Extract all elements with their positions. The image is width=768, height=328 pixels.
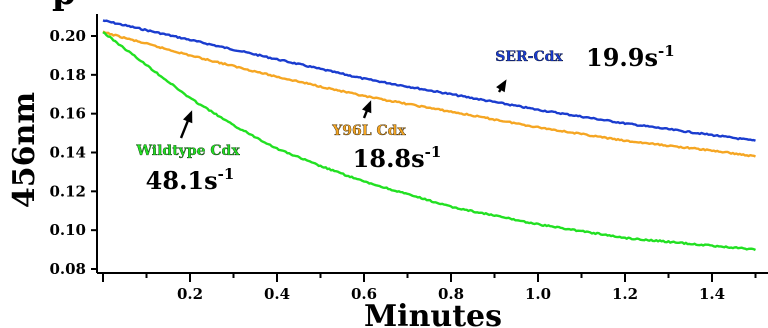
series-lines: [102, 19, 757, 252]
arrowhead-icon: [362, 100, 372, 114]
cropped-heading-fragment: p: [52, 0, 76, 13]
rate-constant-label: 19.9s-1: [586, 42, 675, 72]
rate-constant-label: 48.1s-1: [146, 165, 235, 195]
x-tick-label: 1.0: [525, 285, 551, 303]
series-line: [102, 31, 757, 252]
series-name-label: Wildtype Cdx: [135, 143, 240, 159]
y-tick-label: 0.20: [49, 27, 86, 45]
x-axis-title: Minutes: [364, 299, 502, 328]
x-tick-label: 0.4: [264, 285, 290, 303]
x-tick-label: 1.2: [612, 285, 638, 303]
y-axis-title: 456nm: [7, 92, 42, 208]
x-axis-ticks: 0.2 0.4 0.6 0.8 1.0 1.2 1.4: [102, 273, 757, 303]
series-name-label: Y96L Cdx: [331, 123, 406, 139]
x-tick-label: 1.4: [699, 285, 725, 303]
arrowhead-icon: [183, 110, 193, 124]
y-tick-label: 0.10: [49, 221, 86, 239]
y-tick-label: 0.18: [49, 66, 86, 84]
rate-constant-label: 18.8s-1: [353, 143, 442, 173]
y-tick-label: 0.14: [49, 144, 86, 162]
x-tick-label: 0.6: [351, 285, 377, 303]
y-tick-label: 0.08: [49, 260, 86, 278]
series-line: [102, 30, 756, 158]
arrowhead-icon: [496, 79, 507, 93]
y-axis-ticks: 0.08 0.10 0.12 0.14 0.16 0.18 0.20: [49, 27, 97, 278]
x-tick-label: 0.8: [438, 285, 464, 303]
series-name-label: SER-Cdx: [495, 49, 563, 65]
y-tick-label: 0.16: [49, 105, 86, 123]
series-annotations: SER-Cdx 19.9s-1 Y96L Cdx 18.8s-1 Wildtype Cd…: [135, 42, 674, 195]
series-line: [102, 19, 756, 142]
x-tick-label: 0.2: [177, 285, 203, 303]
y-tick-label: 0.12: [49, 182, 86, 200]
